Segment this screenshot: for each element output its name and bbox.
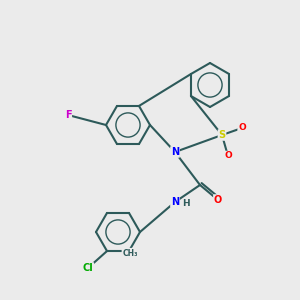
Text: F: F — [65, 110, 71, 120]
Text: N: N — [171, 197, 179, 207]
Text: Cl: Cl — [82, 263, 93, 273]
Text: O: O — [238, 124, 246, 133]
Text: O: O — [224, 152, 232, 160]
Text: N: N — [171, 147, 179, 157]
Text: S: S — [218, 130, 226, 140]
Text: O: O — [214, 195, 222, 205]
Text: CH₃: CH₃ — [122, 248, 138, 257]
Text: H: H — [182, 199, 190, 208]
